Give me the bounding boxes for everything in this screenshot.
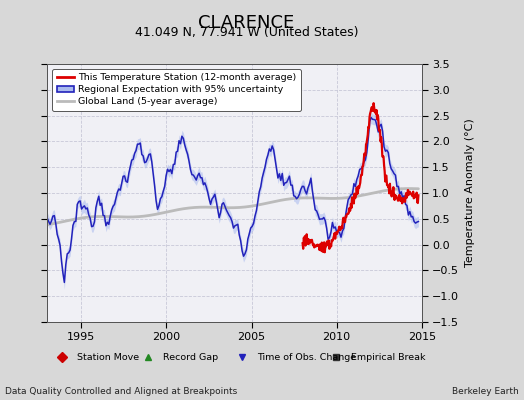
Text: CLARENCE: CLARENCE [198,14,294,32]
Text: Time of Obs. Change: Time of Obs. Change [257,352,356,362]
Text: 41.049 N, 77.941 W (United States): 41.049 N, 77.941 W (United States) [135,26,358,39]
Y-axis label: Temperature Anomaly (°C): Temperature Anomaly (°C) [465,119,475,267]
Text: Berkeley Earth: Berkeley Earth [452,387,519,396]
Text: Data Quality Controlled and Aligned at Breakpoints: Data Quality Controlled and Aligned at B… [5,387,237,396]
Text: Record Gap: Record Gap [163,352,219,362]
Text: Empirical Break: Empirical Break [351,352,425,362]
Text: Station Move: Station Move [77,352,139,362]
Legend: This Temperature Station (12-month average), Regional Expectation with 95% uncer: This Temperature Station (12-month avera… [52,69,301,111]
